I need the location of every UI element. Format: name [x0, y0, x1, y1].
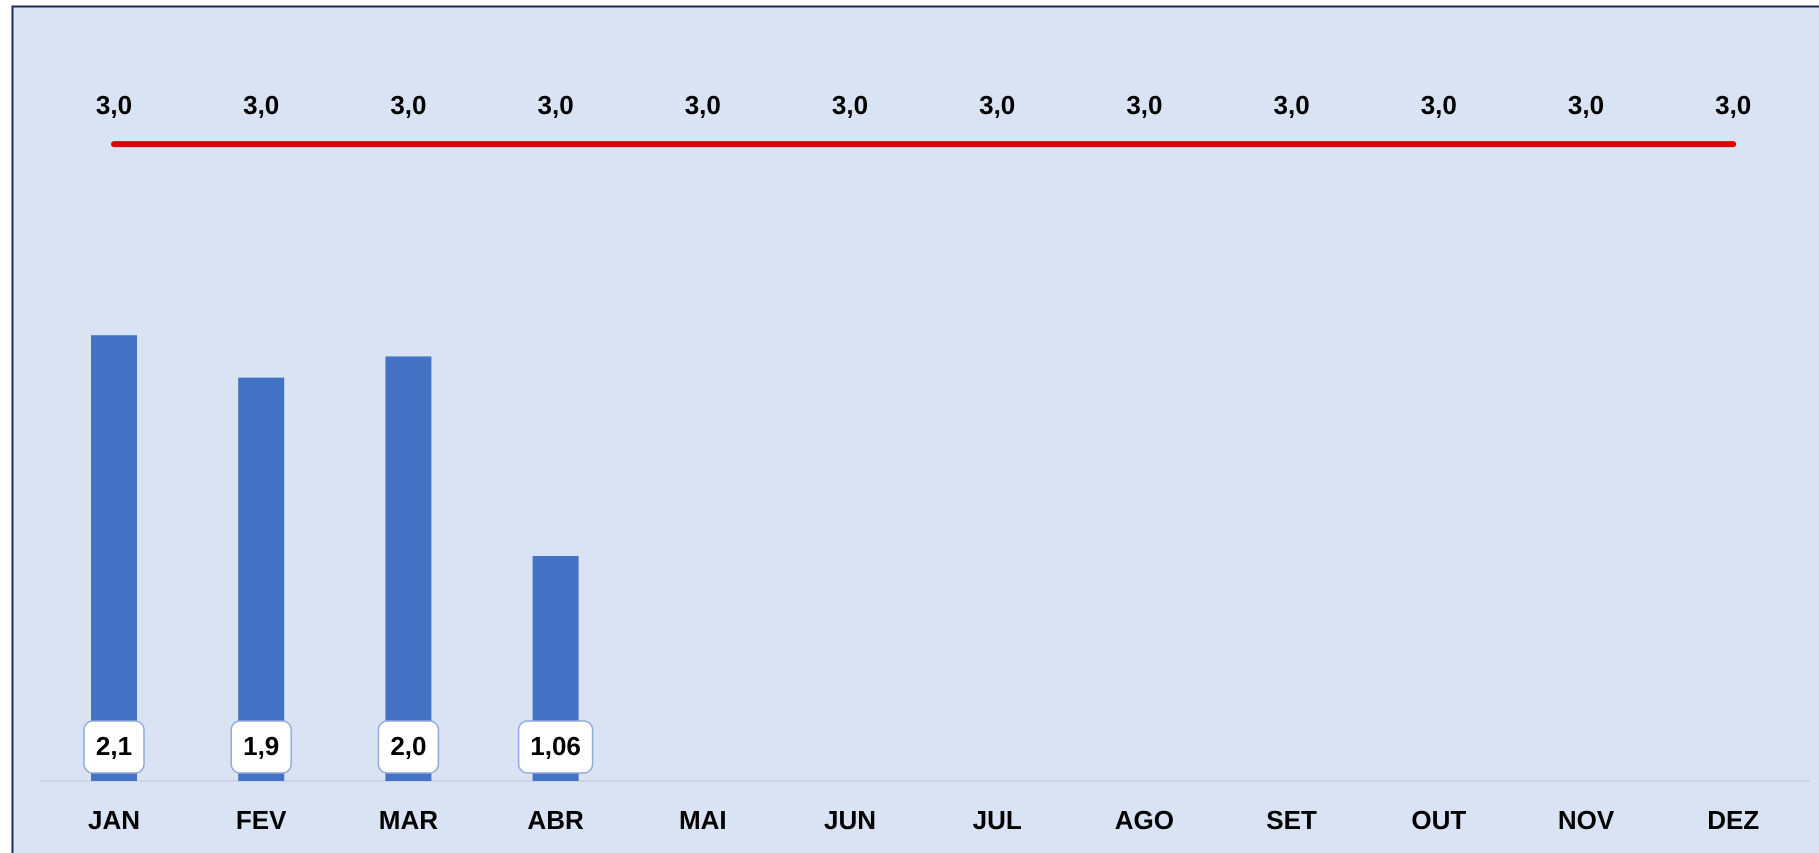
data-label: 3,0	[243, 90, 279, 120]
data-label: 3,0	[1126, 90, 1162, 120]
data-label: 3,0	[1568, 90, 1604, 120]
x-tick-label: JUN	[824, 805, 876, 835]
data-label-box	[377, 720, 440, 774]
data-label: 1,9	[243, 731, 279, 761]
x-tick-label: FEV	[236, 805, 287, 835]
x-tick-label: ABR	[527, 805, 584, 835]
data-label-box	[83, 720, 145, 774]
data-label: 3,0	[1274, 90, 1310, 120]
data-label-box	[517, 720, 594, 774]
data-label: 3,0	[685, 90, 721, 120]
bar	[91, 335, 137, 781]
data-label: 2,1	[96, 731, 132, 761]
x-tick-label: DEZ	[1707, 805, 1759, 835]
x-tick-label: NOV	[1558, 805, 1615, 835]
data-label: 3,0	[96, 90, 132, 120]
bar	[385, 356, 432, 781]
x-tick-label: OUT	[1411, 805, 1466, 835]
data-label: 3,0	[1715, 90, 1751, 120]
data-label: 1,06	[530, 731, 581, 761]
data-label: 3,0	[832, 90, 868, 120]
x-tick-label: MAR	[379, 805, 438, 835]
data-label: 3,0	[538, 90, 574, 120]
chart-area	[11, 5, 1819, 853]
x-tick-label: AGO	[1115, 805, 1174, 835]
x-tick-label: SET	[1266, 805, 1317, 835]
data-label: 2,0	[390, 731, 426, 761]
data-label: 3,0	[1421, 90, 1457, 120]
x-tick-label: JAN	[88, 805, 140, 835]
data-label: 3,0	[979, 90, 1015, 120]
bar	[238, 377, 285, 781]
x-tick-label: MAI	[679, 805, 727, 835]
x-tick-label: JUL	[973, 805, 1022, 835]
data-label-box	[230, 720, 292, 774]
data-label: 3,0	[390, 90, 426, 120]
